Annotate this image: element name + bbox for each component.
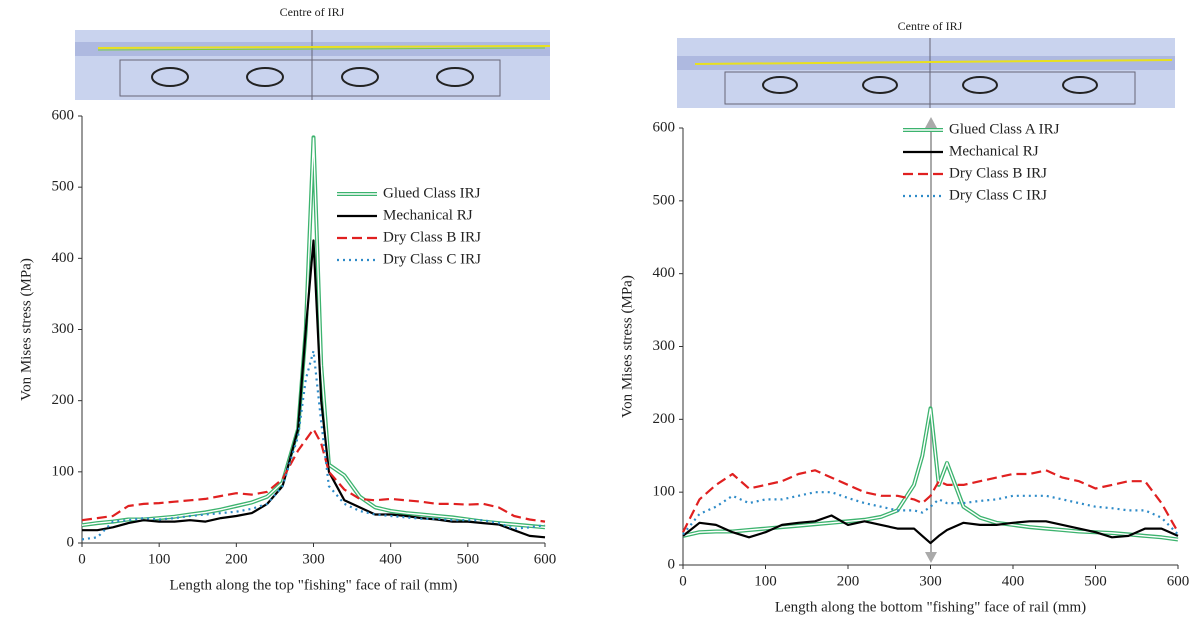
legend-label: Dry Class B IRJ: [383, 229, 481, 245]
y-tick-label: 300: [52, 321, 75, 337]
y-tick-label: 500: [52, 179, 75, 195]
x-tick-label: 0: [78, 551, 86, 567]
page: Centre of IRJ 0 100 200 300 400 500 600 0 100 200 3…: [0, 0, 1195, 621]
figure: Centre of IRJ 0 100 200 300 400 500 600 0 100 200 3…: [0, 0, 1195, 621]
y-axis-label: Von Mises stress (MPa): [619, 275, 635, 418]
y-tick-label: 600: [52, 107, 75, 123]
rail-body: [677, 38, 1175, 108]
y-tick-label: 400: [653, 265, 676, 281]
x-tick-label: 200: [225, 551, 248, 567]
y-tick-label: 0: [67, 534, 75, 550]
x-tick-label: 300: [919, 573, 942, 589]
series-line: [82, 351, 545, 540]
x-tick-label: 0: [679, 573, 687, 589]
y-tick-label: 500: [653, 192, 676, 208]
x-tick-label: 500: [1084, 573, 1107, 589]
y-tick-label: 100: [52, 463, 75, 479]
x-tick-label: 400: [1002, 573, 1025, 589]
y-axis-label: Von Mises stress (MPa): [18, 258, 34, 401]
x-tick-label: 100: [754, 573, 777, 589]
legend-label: Mechanical RJ: [949, 143, 1039, 159]
y-tick-label: 0: [668, 556, 676, 572]
legend-label: Mechanical RJ: [383, 207, 473, 223]
legend-label: Glued Class A IRJ: [949, 121, 1060, 137]
x-tick-label: 500: [457, 551, 480, 567]
x-tick-label: 400: [379, 551, 402, 567]
annotation: Centre of IRJ: [280, 5, 345, 19]
x-axis-label: Length along the bottom "fishing" face o…: [775, 599, 1086, 615]
legend-label: Dry Class C IRJ: [383, 251, 481, 267]
y-tick-label: 400: [52, 250, 75, 266]
x-tick-label: 600: [1167, 573, 1190, 589]
x-tick-label: 600: [534, 551, 557, 567]
legend-label: Glued Class IRJ: [383, 185, 481, 201]
series-line: [82, 241, 545, 538]
y-tick-label: 200: [653, 411, 676, 427]
legend-label: Dry Class C IRJ: [949, 187, 1047, 203]
rail-image: [677, 38, 1175, 108]
x-axis-label: Length along the top "fishing" face of r…: [170, 577, 458, 593]
annotation: Centre of IRJ: [898, 19, 963, 33]
y-tick-label: 200: [52, 392, 75, 408]
x-tick-label: 300: [302, 551, 325, 567]
y-tick-label: 100: [653, 484, 676, 500]
y-tick-label: 600: [653, 119, 676, 135]
x-tick-label: 200: [837, 573, 860, 589]
legend-label: Dry Class B IRJ: [949, 165, 1047, 181]
rail-image: [75, 30, 550, 100]
series-line: [82, 429, 545, 521]
x-tick-label: 100: [148, 551, 171, 567]
y-tick-label: 300: [653, 338, 676, 354]
